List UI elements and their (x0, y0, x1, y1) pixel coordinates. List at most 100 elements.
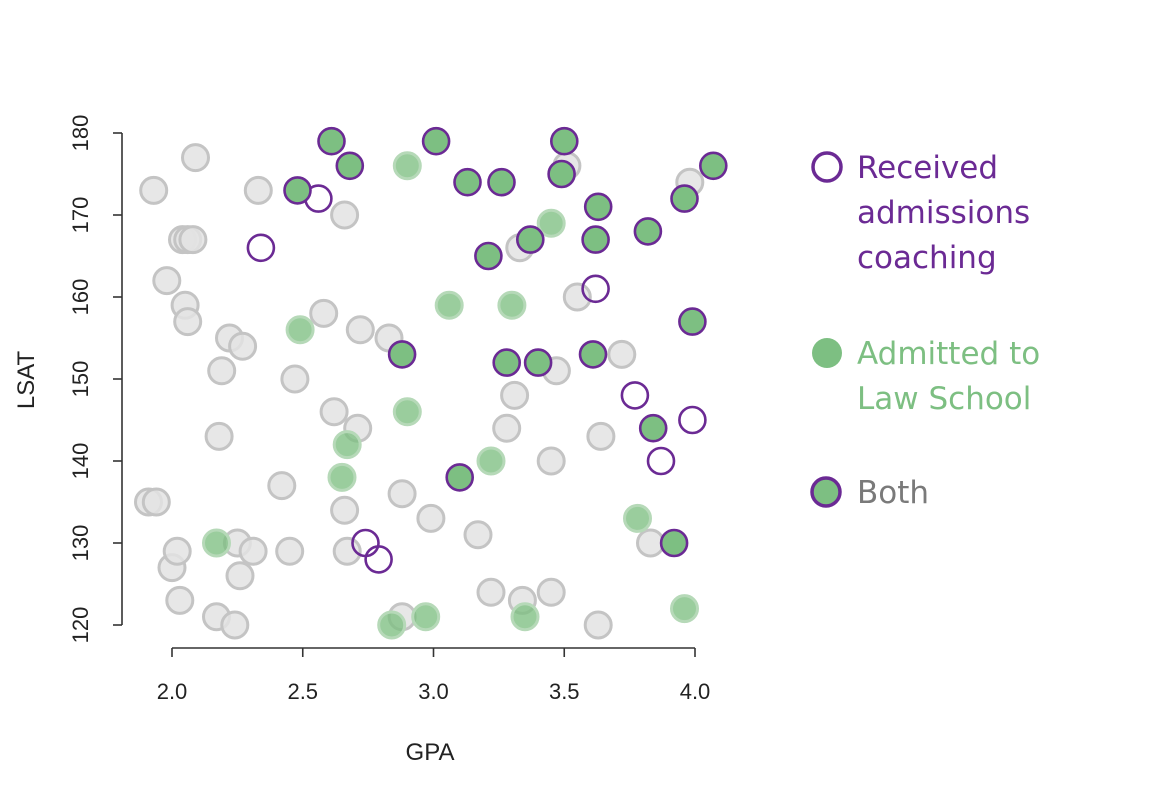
point-neither (178, 225, 208, 255)
point-neither (476, 577, 506, 607)
point-both (335, 151, 365, 181)
point-admitted (476, 446, 506, 476)
point-both (492, 348, 522, 377)
point-neither (319, 397, 349, 427)
point-both (678, 307, 707, 336)
legend-label-coaching-line: admissions (857, 195, 1030, 231)
point-neither (139, 175, 169, 205)
point-admitted (332, 430, 362, 460)
legend-item-coaching: Received admissions coaching (811, 150, 1040, 276)
point-both (445, 463, 475, 492)
legend-marker-admitted (812, 338, 842, 368)
legend-label-both: Both (857, 475, 929, 511)
point-admitted (392, 397, 422, 427)
point-coaching (364, 545, 393, 574)
point-admitted (510, 602, 540, 632)
point-neither (492, 413, 522, 443)
axes: 2.0 2.5 3.0 3.5 4.0 120 130 140 150 160 170 180 (68, 115, 710, 704)
point-neither (280, 364, 310, 394)
point-admitted (285, 315, 315, 345)
point-neither (181, 143, 210, 173)
point-both (523, 348, 553, 377)
legend-label-admitted-line: Admitted to (857, 336, 1040, 372)
y-tick-label: 170 (68, 197, 93, 234)
point-neither (204, 421, 234, 451)
point-both (581, 225, 610, 254)
point-neither (387, 479, 417, 509)
y-tick-label: 160 (68, 279, 93, 316)
point-both (638, 413, 668, 443)
point-neither (238, 536, 268, 566)
y-tick-label: 180 (68, 115, 93, 152)
point-admitted (536, 208, 566, 238)
point-both (670, 184, 699, 213)
point-neither (536, 577, 566, 607)
point-admitted (497, 290, 527, 320)
legend-label-coaching: Received admissions coaching (857, 150, 1040, 276)
point-neither (636, 528, 665, 558)
data-points (134, 126, 728, 640)
point-neither (228, 331, 258, 361)
legend: Received admissions coaching Admitted to… (810, 150, 1040, 511)
point-both (515, 225, 545, 254)
point-both (317, 126, 346, 156)
point-admitted (392, 151, 422, 181)
point-both (659, 528, 689, 558)
point-neither (309, 298, 339, 328)
point-both (583, 192, 613, 222)
legend-label-admitted-line: Law School (857, 381, 1031, 417)
y-tick-label: 120 (68, 607, 93, 644)
legend-label-coaching-line: Received (857, 150, 998, 186)
point-neither (345, 315, 375, 345)
point-neither (583, 610, 613, 640)
point-neither (416, 503, 446, 533)
point-both (578, 340, 608, 369)
point-neither (173, 307, 203, 337)
y-tick-label: 130 (68, 525, 93, 562)
point-coaching (581, 274, 610, 304)
point-neither (220, 610, 250, 640)
point-neither (330, 200, 360, 230)
point-both (387, 340, 417, 369)
point-both (547, 159, 576, 189)
point-neither (152, 266, 182, 296)
point-admitted (327, 462, 357, 492)
point-neither (267, 471, 297, 501)
point-neither (141, 487, 171, 517)
point-neither (165, 585, 195, 615)
point-neither (586, 421, 616, 451)
point-admitted (377, 610, 407, 640)
point-both (698, 151, 728, 181)
legend-marker-coaching (811, 151, 843, 183)
legend-label-both-line: Both (857, 475, 929, 511)
legend-marker-both (810, 476, 842, 508)
x-axis-title: GPA (406, 739, 455, 766)
point-neither (500, 380, 530, 410)
point-neither (162, 536, 192, 566)
point-coaching (246, 233, 276, 263)
point-both (283, 176, 312, 205)
point-neither (275, 536, 305, 566)
point-coaching (620, 381, 650, 410)
y-axis-title: LSAT (13, 351, 40, 410)
point-admitted (202, 528, 231, 558)
point-admitted (670, 594, 699, 624)
point-coaching (678, 405, 707, 435)
y-tick-label: 140 (68, 443, 93, 480)
x-tick-label: 3.5 (549, 679, 580, 704)
legend-item-both: Both (810, 475, 929, 511)
y-tick-label: 150 (68, 361, 93, 398)
point-neither (207, 356, 237, 386)
legend-label-coaching-line: coaching (857, 240, 997, 276)
point-both (487, 167, 516, 197)
series-neither (134, 143, 705, 640)
x-tick-label: 2.0 (157, 679, 188, 704)
point-neither (536, 446, 566, 476)
point-coaching (646, 446, 676, 476)
point-both (549, 126, 579, 156)
point-neither (463, 520, 493, 550)
point-admitted (411, 602, 441, 632)
point-neither (330, 495, 360, 525)
